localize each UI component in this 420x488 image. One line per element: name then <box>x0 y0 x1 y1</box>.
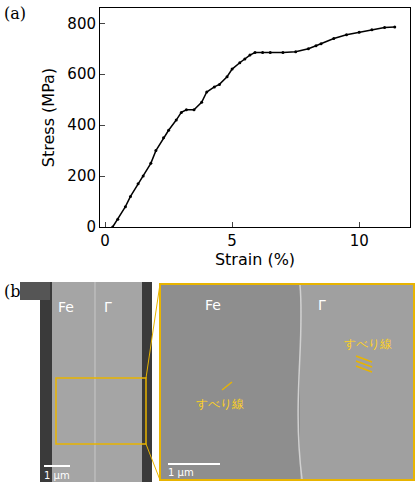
svg-text:600: 600 <box>67 65 96 83</box>
svg-text:400: 400 <box>67 116 96 134</box>
svg-text:Γ: Γ <box>104 299 112 315</box>
svg-text:すべり線: すべり線 <box>196 397 244 411</box>
svg-text:200: 200 <box>67 167 96 185</box>
svg-text:Stress (MPa): Stress (MPa) <box>39 68 58 167</box>
svg-text:Γ: Γ <box>318 297 326 313</box>
svg-text:800: 800 <box>67 15 96 33</box>
svg-text:10: 10 <box>350 232 369 250</box>
svg-text:1 μm: 1 μm <box>168 467 194 478</box>
html-text:(a): (a) <box>4 4 26 23</box>
svg-text:Strain (%): Strain (%) <box>215 250 295 269</box>
svg-text:Fe: Fe <box>205 297 221 313</box>
svg-text:すべり線: すべり線 <box>344 337 392 351</box>
html-text:(b): (b) <box>4 282 27 301</box>
svg-text:Fe: Fe <box>58 299 74 315</box>
svg-text:0: 0 <box>86 218 96 236</box>
svg-text:0: 0 <box>100 232 110 250</box>
svg-text:1 μm: 1 μm <box>44 470 70 481</box>
svg-text:5: 5 <box>227 232 237 250</box>
